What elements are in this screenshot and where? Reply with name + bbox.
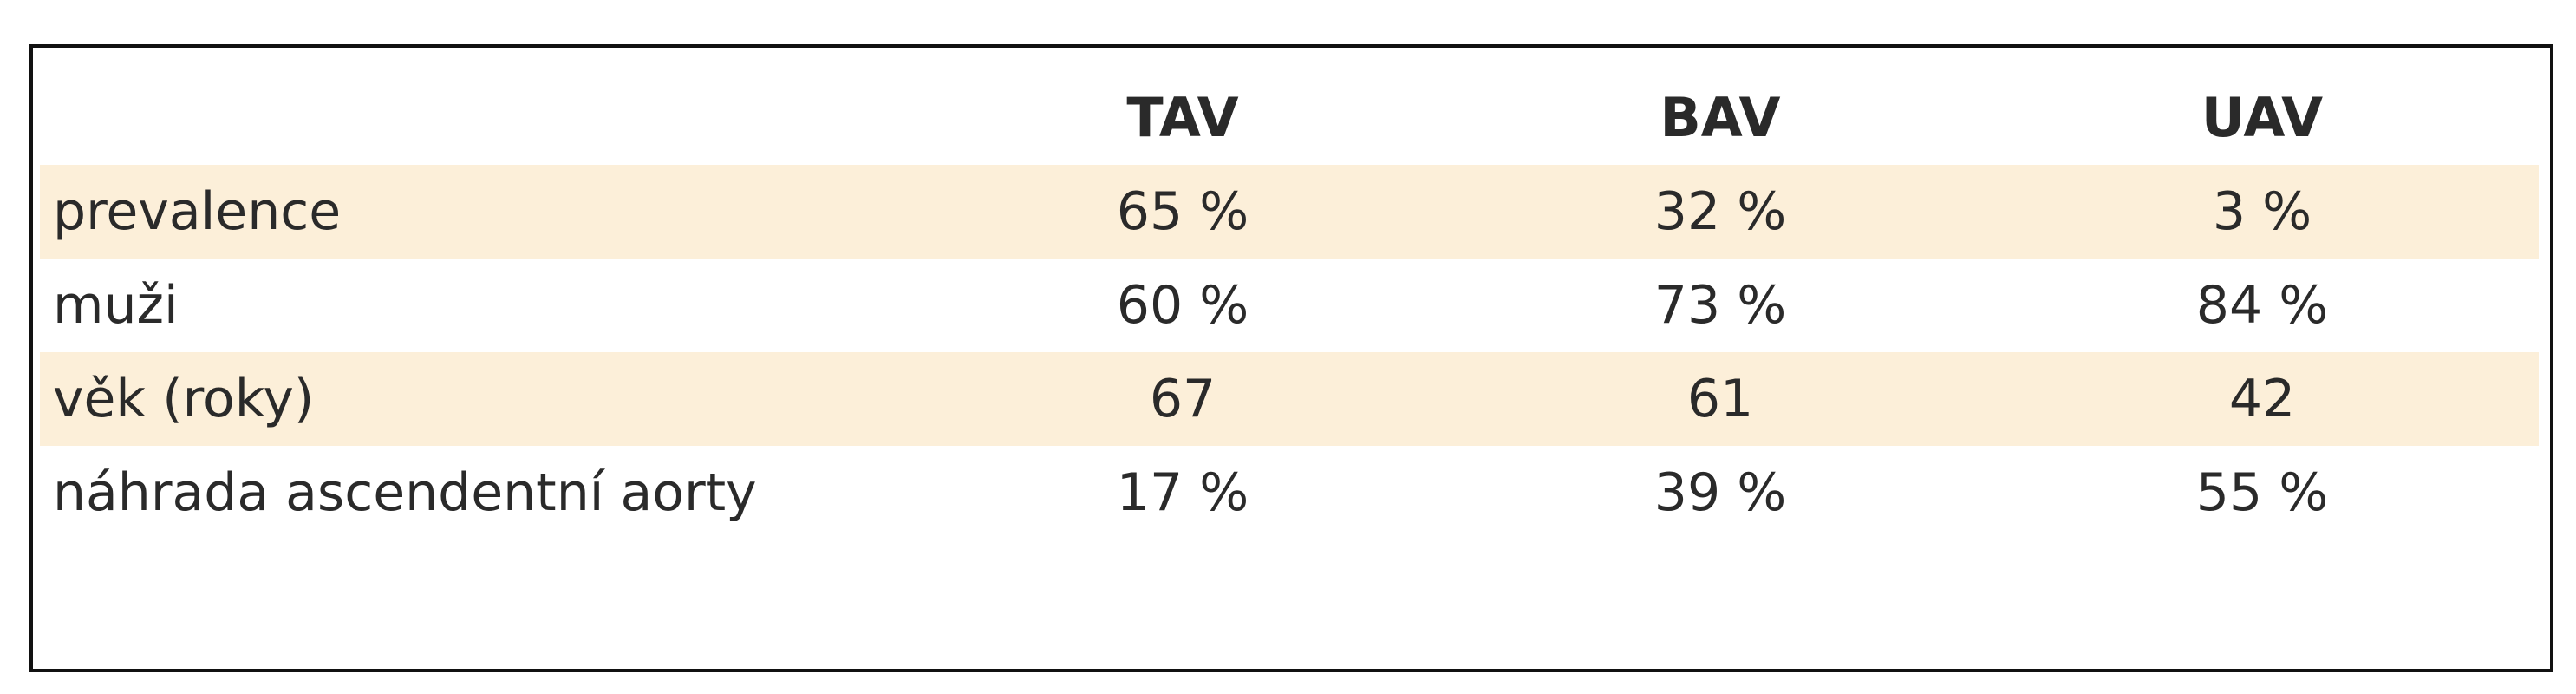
row-label: muži	[53, 275, 179, 336]
table-cell: 17 %	[1116, 462, 1249, 523]
row-label: prevalence	[53, 181, 342, 242]
column-header: UAV	[2201, 86, 2324, 149]
table-cell: 55 %	[2195, 462, 2329, 523]
row-label: věk (roky)	[53, 369, 315, 429]
row-label: náhrada ascendentní aorty	[53, 462, 757, 523]
table-frame: TAV BAV UAV prevalence 65 % 32 % 3 % muži 60 % 73…	[29, 44, 2553, 672]
column-header: TAV	[1126, 86, 1239, 149]
table-cell: 65 %	[1116, 181, 1249, 242]
table-cell: 61	[1686, 369, 1754, 429]
table-cell: 60 %	[1116, 275, 1249, 336]
table-cell: 73 %	[1653, 275, 1787, 336]
table-cell: 39 %	[1653, 462, 1787, 523]
row-stripe	[40, 165, 2539, 259]
table-cell: 3 %	[2212, 181, 2312, 242]
column-header: BAV	[1660, 86, 1781, 149]
table-cell: 42	[2228, 369, 2296, 429]
table-cell: 84 %	[2195, 275, 2329, 336]
row-stripe	[40, 352, 2539, 446]
table-cell: 32 %	[1653, 181, 1787, 242]
table-cell: 67	[1149, 369, 1216, 429]
